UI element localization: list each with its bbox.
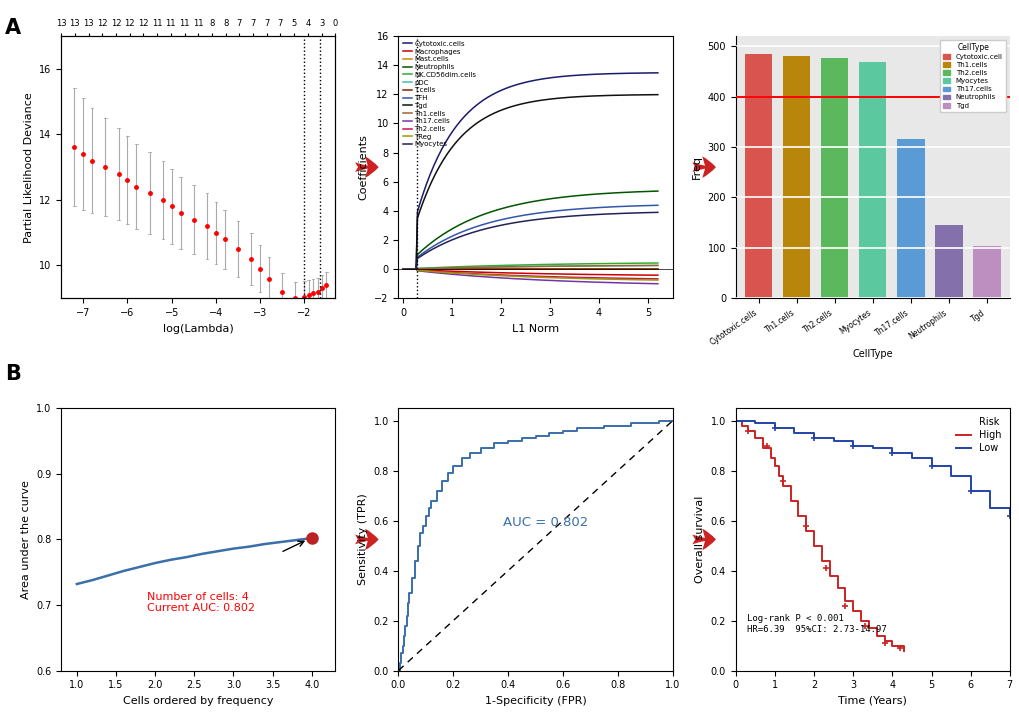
Text: Number of cells: 4
Current AUC: 0.802: Number of cells: 4 Current AUC: 0.802 [147, 592, 255, 614]
Y-axis label: Sensitivity (TPR): Sensitivity (TPR) [358, 494, 368, 585]
Bar [783, 56, 809, 298]
Bar [820, 58, 848, 298]
Y-axis label: Partial Likelihood Deviance: Partial Likelihood Deviance [23, 92, 34, 242]
Bar [897, 139, 923, 298]
Legend: Cytotoxic.cells, Macrophages, Mast.cells, Neutrophils, NK.CD56dim.cells, pDC, T.: Cytotoxic.cells, Macrophages, Mast.cells… [401, 40, 477, 149]
Y-axis label: Coefficients: Coefficients [359, 134, 369, 200]
Bar [972, 247, 1000, 298]
Bar [858, 62, 886, 298]
X-axis label: CellType: CellType [852, 348, 893, 358]
X-axis label: Time (Years): Time (Years) [838, 696, 906, 706]
Text: Log-rank P < 0.001
HR=6.39  95%CI: 2.73-14.97: Log-rank P < 0.001 HR=6.39 95%CI: 2.73-1… [746, 614, 886, 634]
Text: AUC = 0.802: AUC = 0.802 [502, 516, 587, 529]
Bar [934, 225, 962, 298]
X-axis label: L1 Norm: L1 Norm [512, 324, 558, 334]
Legend: Cytotoxic.cell, Th1.cells, Th2.cells, Myocytes, Th17.cells, Neutrophils, Tgd: Cytotoxic.cell, Th1.cells, Th2.cells, My… [938, 40, 1006, 112]
X-axis label: 1-Specificity (FPR): 1-Specificity (FPR) [484, 696, 586, 706]
Y-axis label: Area under the curve: Area under the curve [20, 480, 31, 599]
Text: B: B [5, 364, 21, 384]
Legend: Risk, High, Low: Risk, High, Low [952, 413, 1004, 457]
Y-axis label: Freq: Freq [691, 155, 701, 179]
Bar [744, 53, 771, 298]
Text: A: A [5, 18, 21, 38]
Y-axis label: Overall survival: Overall survival [694, 496, 704, 583]
X-axis label: Cells ordered by frequency: Cells ordered by frequency [123, 696, 273, 706]
X-axis label: log(Lambda): log(Lambda) [163, 324, 233, 334]
